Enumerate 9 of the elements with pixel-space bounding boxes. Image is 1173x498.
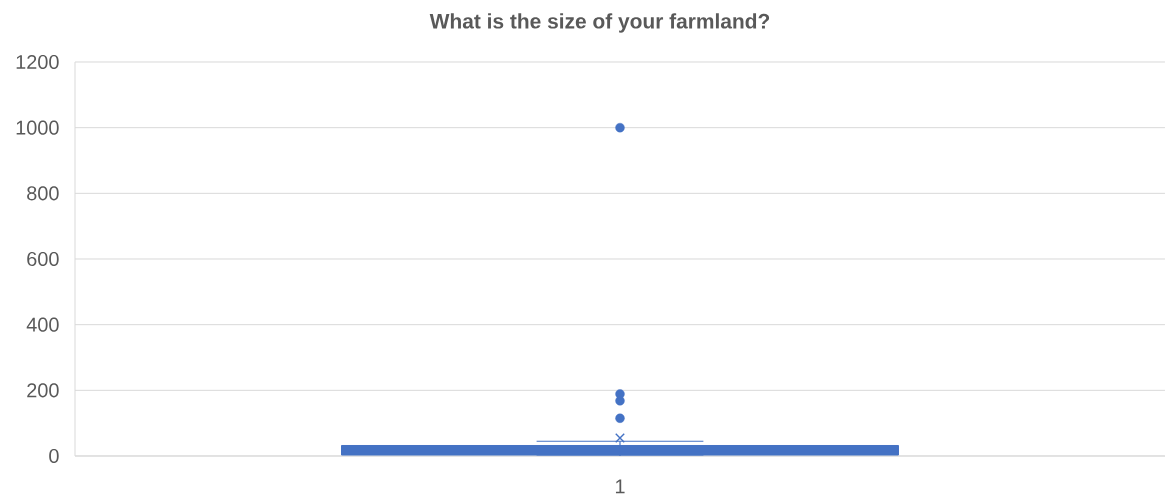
y-tick-label: 400 (26, 317, 59, 332)
y-tick-label: 1200 (16, 54, 59, 70)
y-tick-label: 1000 (16, 120, 59, 135)
y-tick-label: 800 (27, 186, 59, 201)
y-tick-label: 600 (27, 251, 59, 267)
x-tick-label: 1 (615, 479, 625, 494)
chart-title: What is the size of your farmland? (429, 13, 770, 33)
y-tick-label: 200 (27, 383, 59, 398)
y-tick-label: 0 (49, 448, 59, 464)
